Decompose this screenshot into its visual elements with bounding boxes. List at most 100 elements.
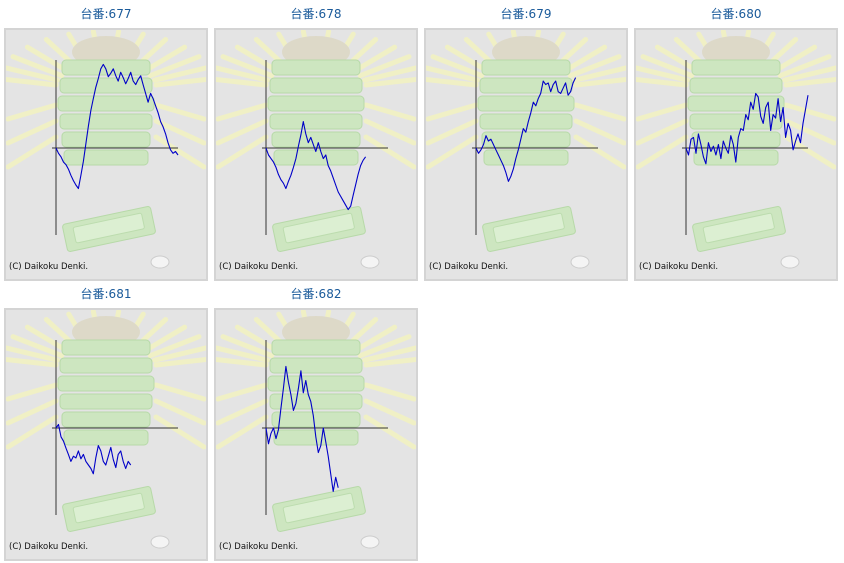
sunburst-ray [147,334,202,359]
tray-inner [492,212,565,244]
box-layer [689,113,783,130]
copyright-text: (C) Daikoku Denki. [9,542,89,552]
sunburst-ray [363,382,416,402]
box-layer [269,77,363,94]
sunburst-ray [783,102,836,122]
sunburst-ray [153,382,206,402]
sunburst-ray [573,134,626,170]
slump-chart [216,30,416,269]
sunburst-ray [426,77,479,88]
slump-series-line [475,77,577,182]
slump-series-line [265,365,339,492]
sunburst-ray [153,102,206,122]
sunburst-ray [216,382,269,402]
tray-inner [72,492,145,524]
machine-title[interactable]: 台番:679 [500,7,552,21]
sunburst-ray [783,77,836,88]
slump-chart [6,310,206,549]
box-layer [273,149,359,166]
box-layer [271,339,361,356]
machine-title[interactable]: 台番:680 [710,7,762,21]
copyright-text: (C) Daikoku Denki. [639,262,719,272]
box-layer [269,393,363,410]
sunburst-ray [363,102,416,122]
background-artwork [6,310,206,549]
sunburst-ray [153,77,206,88]
machine-title[interactable]: 台番:681 [80,287,132,301]
box-layer [271,411,361,428]
box-layer [63,149,149,166]
sunburst-ray [636,65,690,83]
sunburst-ray [363,77,416,88]
sunburst-ray [357,54,412,79]
sunburst-ray [636,77,689,88]
sunburst-ray [362,345,416,363]
box-layer [267,375,365,392]
box-layer [63,429,149,446]
sunburst-ray [216,134,269,170]
sunburst-ray [152,65,206,83]
sunburst-ray [573,77,626,88]
sunburst-ray [216,77,269,88]
sunburst-ray [220,334,275,359]
box-layer [689,77,783,94]
machine-title[interactable]: 台番:678 [290,7,342,21]
background-artwork [216,310,416,549]
sunburst-ray [216,65,270,83]
machine-title[interactable]: 台番:682 [290,287,342,301]
slump-series-line [685,92,809,165]
box-layer [61,339,151,356]
sunburst-ray [153,357,206,368]
sunburst-ray [6,357,59,368]
sunburst-ray [153,414,206,450]
copyright-text: (C) Daikoku Denki. [219,262,299,272]
tray-inner [282,212,355,244]
coin-shape [150,255,170,269]
sunburst-ray [426,134,479,170]
background-artwork [426,30,626,269]
sunburst-ray [783,118,836,146]
coin-shape [780,255,800,269]
sunburst-ray [153,118,206,146]
coin-shape [570,255,590,269]
box-layer [59,393,153,410]
coin-shape [360,535,380,549]
machine-title[interactable]: 台番:677 [80,7,132,21]
sunburst-ray [6,382,59,402]
background-artwork [636,30,836,269]
sunburst-ray [426,118,479,146]
stacked-boxes [57,339,155,446]
sunburst-ray [362,65,416,83]
sunburst-ray [216,102,269,122]
sunburst-ray [10,334,65,359]
sunburst-ray [216,345,270,363]
sunburst-ray [153,134,206,170]
sunburst-ray [357,334,412,359]
box-layer [59,77,153,94]
slump-chart-frame: (C) Daikoku Denki. [4,308,208,561]
slump-series-line [55,423,132,475]
sunburst-ray [6,414,59,450]
sunburst-ray [6,134,59,170]
sunburst-ray [363,398,416,426]
slump-chart-frame: (C) Daikoku Denki. [424,28,628,281]
box-layer [267,95,365,112]
sunburst-ray [216,357,269,368]
slump-chart [6,30,206,269]
box-layer [61,59,151,76]
slump-chart-frame: (C) Daikoku Denki. [634,28,838,281]
sunburst-ray [567,54,622,79]
slump-series-line [55,63,179,190]
box-layer [57,95,155,112]
sunburst-ray [363,414,416,450]
sunburst-ray [572,65,626,83]
slump-series-line [265,121,367,211]
box-layer [481,131,571,148]
sunburst-ray [152,345,206,363]
box-layer [477,95,575,112]
sunburst-ray [216,118,269,146]
sunburst-ray [153,398,206,426]
background-artwork [6,30,206,269]
sunburst-ray [636,134,689,170]
sunburst-ray [782,65,836,83]
